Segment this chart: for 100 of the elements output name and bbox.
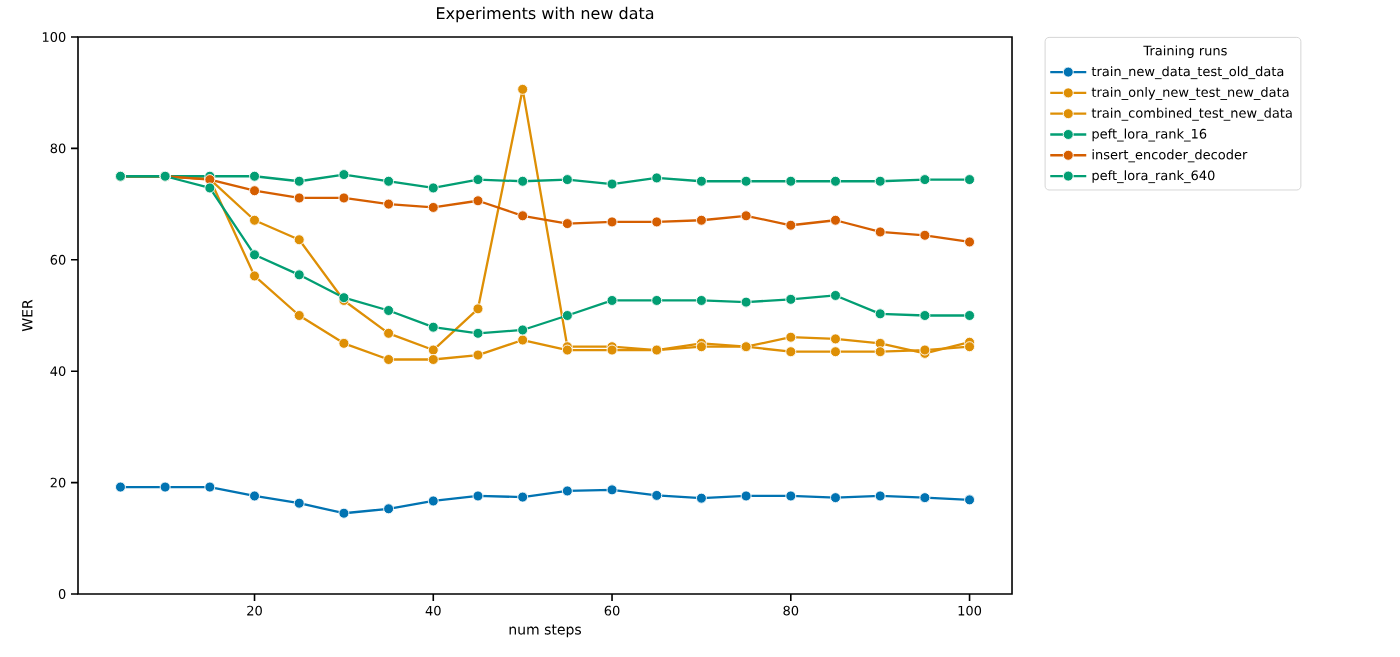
point [651, 216, 663, 228]
x-tick-label: 60 [604, 605, 620, 616]
legend-label: train_only_new_test_new_data [1091, 86, 1289, 100]
point [785, 346, 797, 358]
point [517, 324, 529, 336]
point [830, 346, 841, 358]
point [383, 175, 395, 187]
x-tick-label: 80 [783, 605, 799, 616]
point [383, 354, 395, 365]
point [249, 270, 260, 282]
point [830, 175, 841, 187]
point [606, 216, 618, 228]
point [830, 290, 841, 301]
point [472, 490, 484, 502]
point [740, 490, 752, 502]
legend-title: Training runs [1143, 45, 1227, 58]
legend-label: insert_encoder_decoder [1092, 149, 1248, 163]
point [964, 341, 975, 353]
point [785, 490, 797, 502]
point [517, 175, 529, 187]
point [115, 481, 126, 493]
point [472, 195, 484, 207]
point [293, 269, 305, 281]
point [293, 497, 305, 509]
point [606, 484, 618, 496]
point [874, 308, 886, 320]
point [919, 229, 931, 241]
point [293, 192, 305, 204]
point [472, 303, 484, 315]
point [785, 293, 797, 305]
point [964, 236, 975, 248]
point [651, 295, 663, 306]
point [740, 296, 752, 308]
point [383, 327, 395, 339]
point [874, 226, 886, 238]
point [740, 175, 752, 187]
point [964, 310, 975, 321]
point [427, 344, 439, 356]
point [249, 249, 260, 261]
point [919, 310, 931, 321]
point [561, 218, 573, 230]
point [383, 305, 395, 316]
point [427, 201, 439, 213]
point [785, 175, 797, 187]
point [338, 192, 350, 204]
point [830, 333, 841, 345]
y-axis-title: WER [22, 299, 33, 332]
point [293, 175, 305, 187]
point [249, 214, 260, 226]
point [695, 214, 707, 226]
point [830, 492, 841, 504]
point [606, 295, 618, 306]
point [651, 489, 663, 501]
point [427, 495, 439, 507]
point [695, 492, 707, 504]
legend-label: train_combined_test_new_data [1091, 107, 1292, 121]
point [561, 310, 573, 321]
point [427, 321, 439, 333]
point [785, 331, 797, 343]
x-tick-label: 40 [425, 605, 441, 616]
x-tick-label: 100 [958, 605, 982, 616]
y-tick-label: 0 [58, 589, 66, 599]
point [919, 492, 931, 504]
x-tick-label: 20 [247, 605, 262, 616]
y-tick-label: 80 [50, 143, 66, 154]
point [249, 170, 260, 182]
point [517, 491, 529, 503]
y-tick-label: 20 [50, 477, 66, 488]
point [785, 219, 797, 231]
point [517, 334, 529, 346]
y-tick-label: 60 [50, 254, 66, 265]
point [338, 507, 350, 519]
point [338, 337, 350, 349]
point [517, 83, 529, 95]
point [830, 214, 841, 226]
point [472, 174, 484, 186]
point [874, 346, 886, 358]
point [472, 349, 484, 361]
point [695, 295, 707, 306]
point [427, 354, 439, 365]
point [159, 481, 171, 493]
y-tick-label: 100 [42, 32, 66, 42]
point [338, 169, 350, 181]
point [740, 210, 752, 222]
point [249, 185, 260, 197]
point [874, 175, 886, 187]
point [695, 341, 707, 353]
point [561, 485, 573, 497]
point [651, 172, 663, 184]
y-tick-label: 40 [50, 366, 66, 377]
point [561, 174, 573, 186]
legend-label: peft_lora_rank_16 [1092, 128, 1207, 142]
point [695, 175, 707, 187]
point [204, 182, 216, 194]
point [293, 234, 305, 246]
point [249, 490, 260, 502]
point [606, 178, 618, 190]
legend-label: train_new_data_test_old_data [1091, 66, 1284, 80]
point [293, 310, 305, 321]
x-axis-title: num steps [509, 624, 582, 638]
